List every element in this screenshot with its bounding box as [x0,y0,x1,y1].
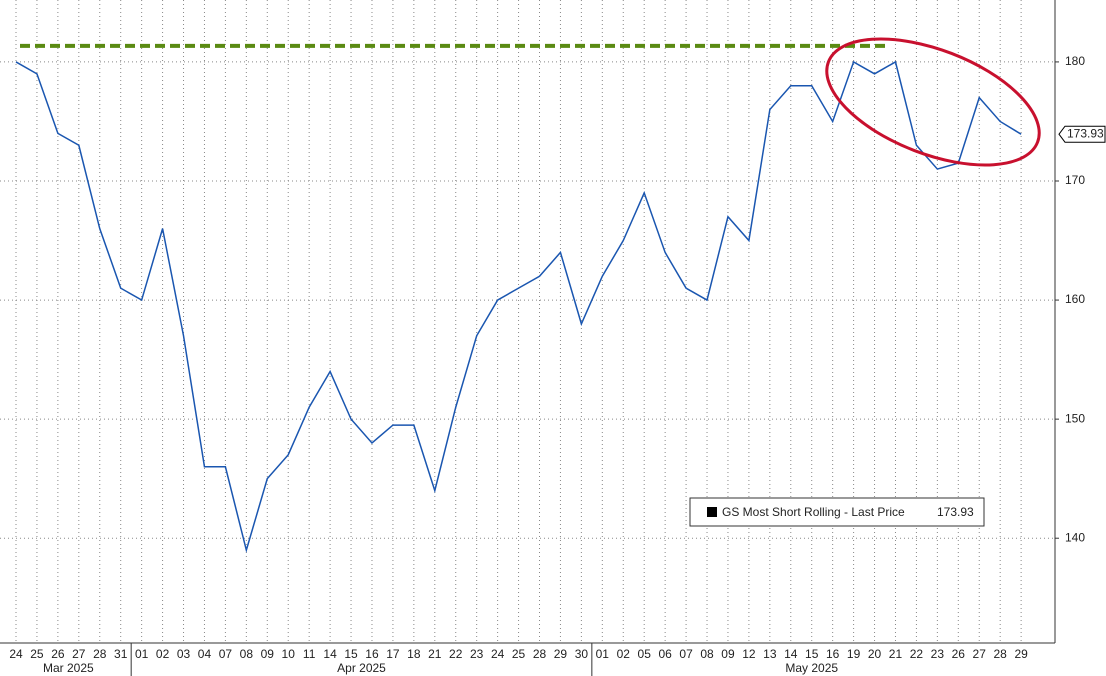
x-tick-label: 11 [303,647,316,661]
x-tick-label: 27 [72,647,86,661]
x-tick-label: 06 [658,647,672,661]
legend-box [689,497,985,527]
legend-label: GS Most Short Rolling - Last Price [722,505,905,519]
x-tick-label: 14 [323,647,337,661]
price-line [15,60,1022,553]
y-tick-label: 170 [1065,173,1085,187]
x-tick-label: 27 [973,647,987,661]
last-price-label: 173.93 [1067,126,1104,140]
x-tick-label: 12 [742,647,756,661]
x-tick-label: 22 [910,647,924,661]
x-tick-label: 14 [784,647,798,661]
x-tick-label: 09 [261,647,275,661]
x-tick-label: 26 [952,647,966,661]
x-tick-label: 15 [344,647,358,661]
x-tick-label: 26 [51,647,65,661]
x-tick-label: 25 [30,647,44,661]
x-tick-label: 23 [931,647,945,661]
x-tick-label: 04 [198,647,212,661]
x-tick-label: 02 [617,647,631,661]
legend-swatch [707,507,717,517]
x-tick-label: 01 [596,647,610,661]
y-tick-label: 150 [1065,411,1085,425]
x-tick-label: 23 [470,647,484,661]
month-label: Apr 2025 [337,661,386,675]
x-tick-label: 01 [135,647,149,661]
x-tick-label: 16 [826,647,840,661]
x-tick-label: 28 [93,647,107,661]
last-price-box [1058,125,1106,143]
month-label: Mar 2025 [43,661,94,675]
x-tick-label: 13 [763,647,777,661]
x-tick-label: 10 [282,647,296,661]
x-tick-label: 28 [994,647,1008,661]
x-tick-label: 08 [240,647,254,661]
x-tick-label: 30 [575,647,589,661]
x-tick-label: 24 [9,647,23,661]
legend-value: 173.93 [937,505,974,519]
x-tick-label: 05 [638,647,652,661]
x-tick-label: 31 [114,647,128,661]
x-tick-label: 15 [805,647,819,661]
x-tick-label: 29 [1014,647,1028,661]
highlight-ellipse [825,37,1041,167]
y-tick-label: 140 [1065,530,1085,544]
y-tick-label: 160 [1065,292,1085,306]
x-tick-label: 24 [491,647,505,661]
x-tick-label: 25 [512,647,526,661]
x-tick-label: 03 [177,647,191,661]
x-tick-label: 29 [554,647,568,661]
x-tick-label: 17 [386,647,400,661]
x-tick-label: 18 [407,647,421,661]
month-label: May 2025 [785,661,838,675]
x-tick-label: 02 [156,647,170,661]
x-tick-label: 22 [449,647,463,661]
x-tick-label: 21 [889,647,903,661]
x-tick-label: 16 [365,647,379,661]
legend: GS Most Short Rolling - Last Price 173.93 [689,497,985,527]
x-tick-label: 21 [428,647,442,661]
x-tick-label: 09 [721,647,735,661]
y-tick-label: 180 [1065,54,1085,68]
x-tick-label: 08 [700,647,714,661]
x-tick-label: 20 [868,647,882,661]
x-tick-label: 19 [847,647,861,661]
x-tick-label: 28 [533,647,547,661]
x-tick-label: 07 [219,647,233,661]
x-tick-label: 07 [679,647,693,661]
